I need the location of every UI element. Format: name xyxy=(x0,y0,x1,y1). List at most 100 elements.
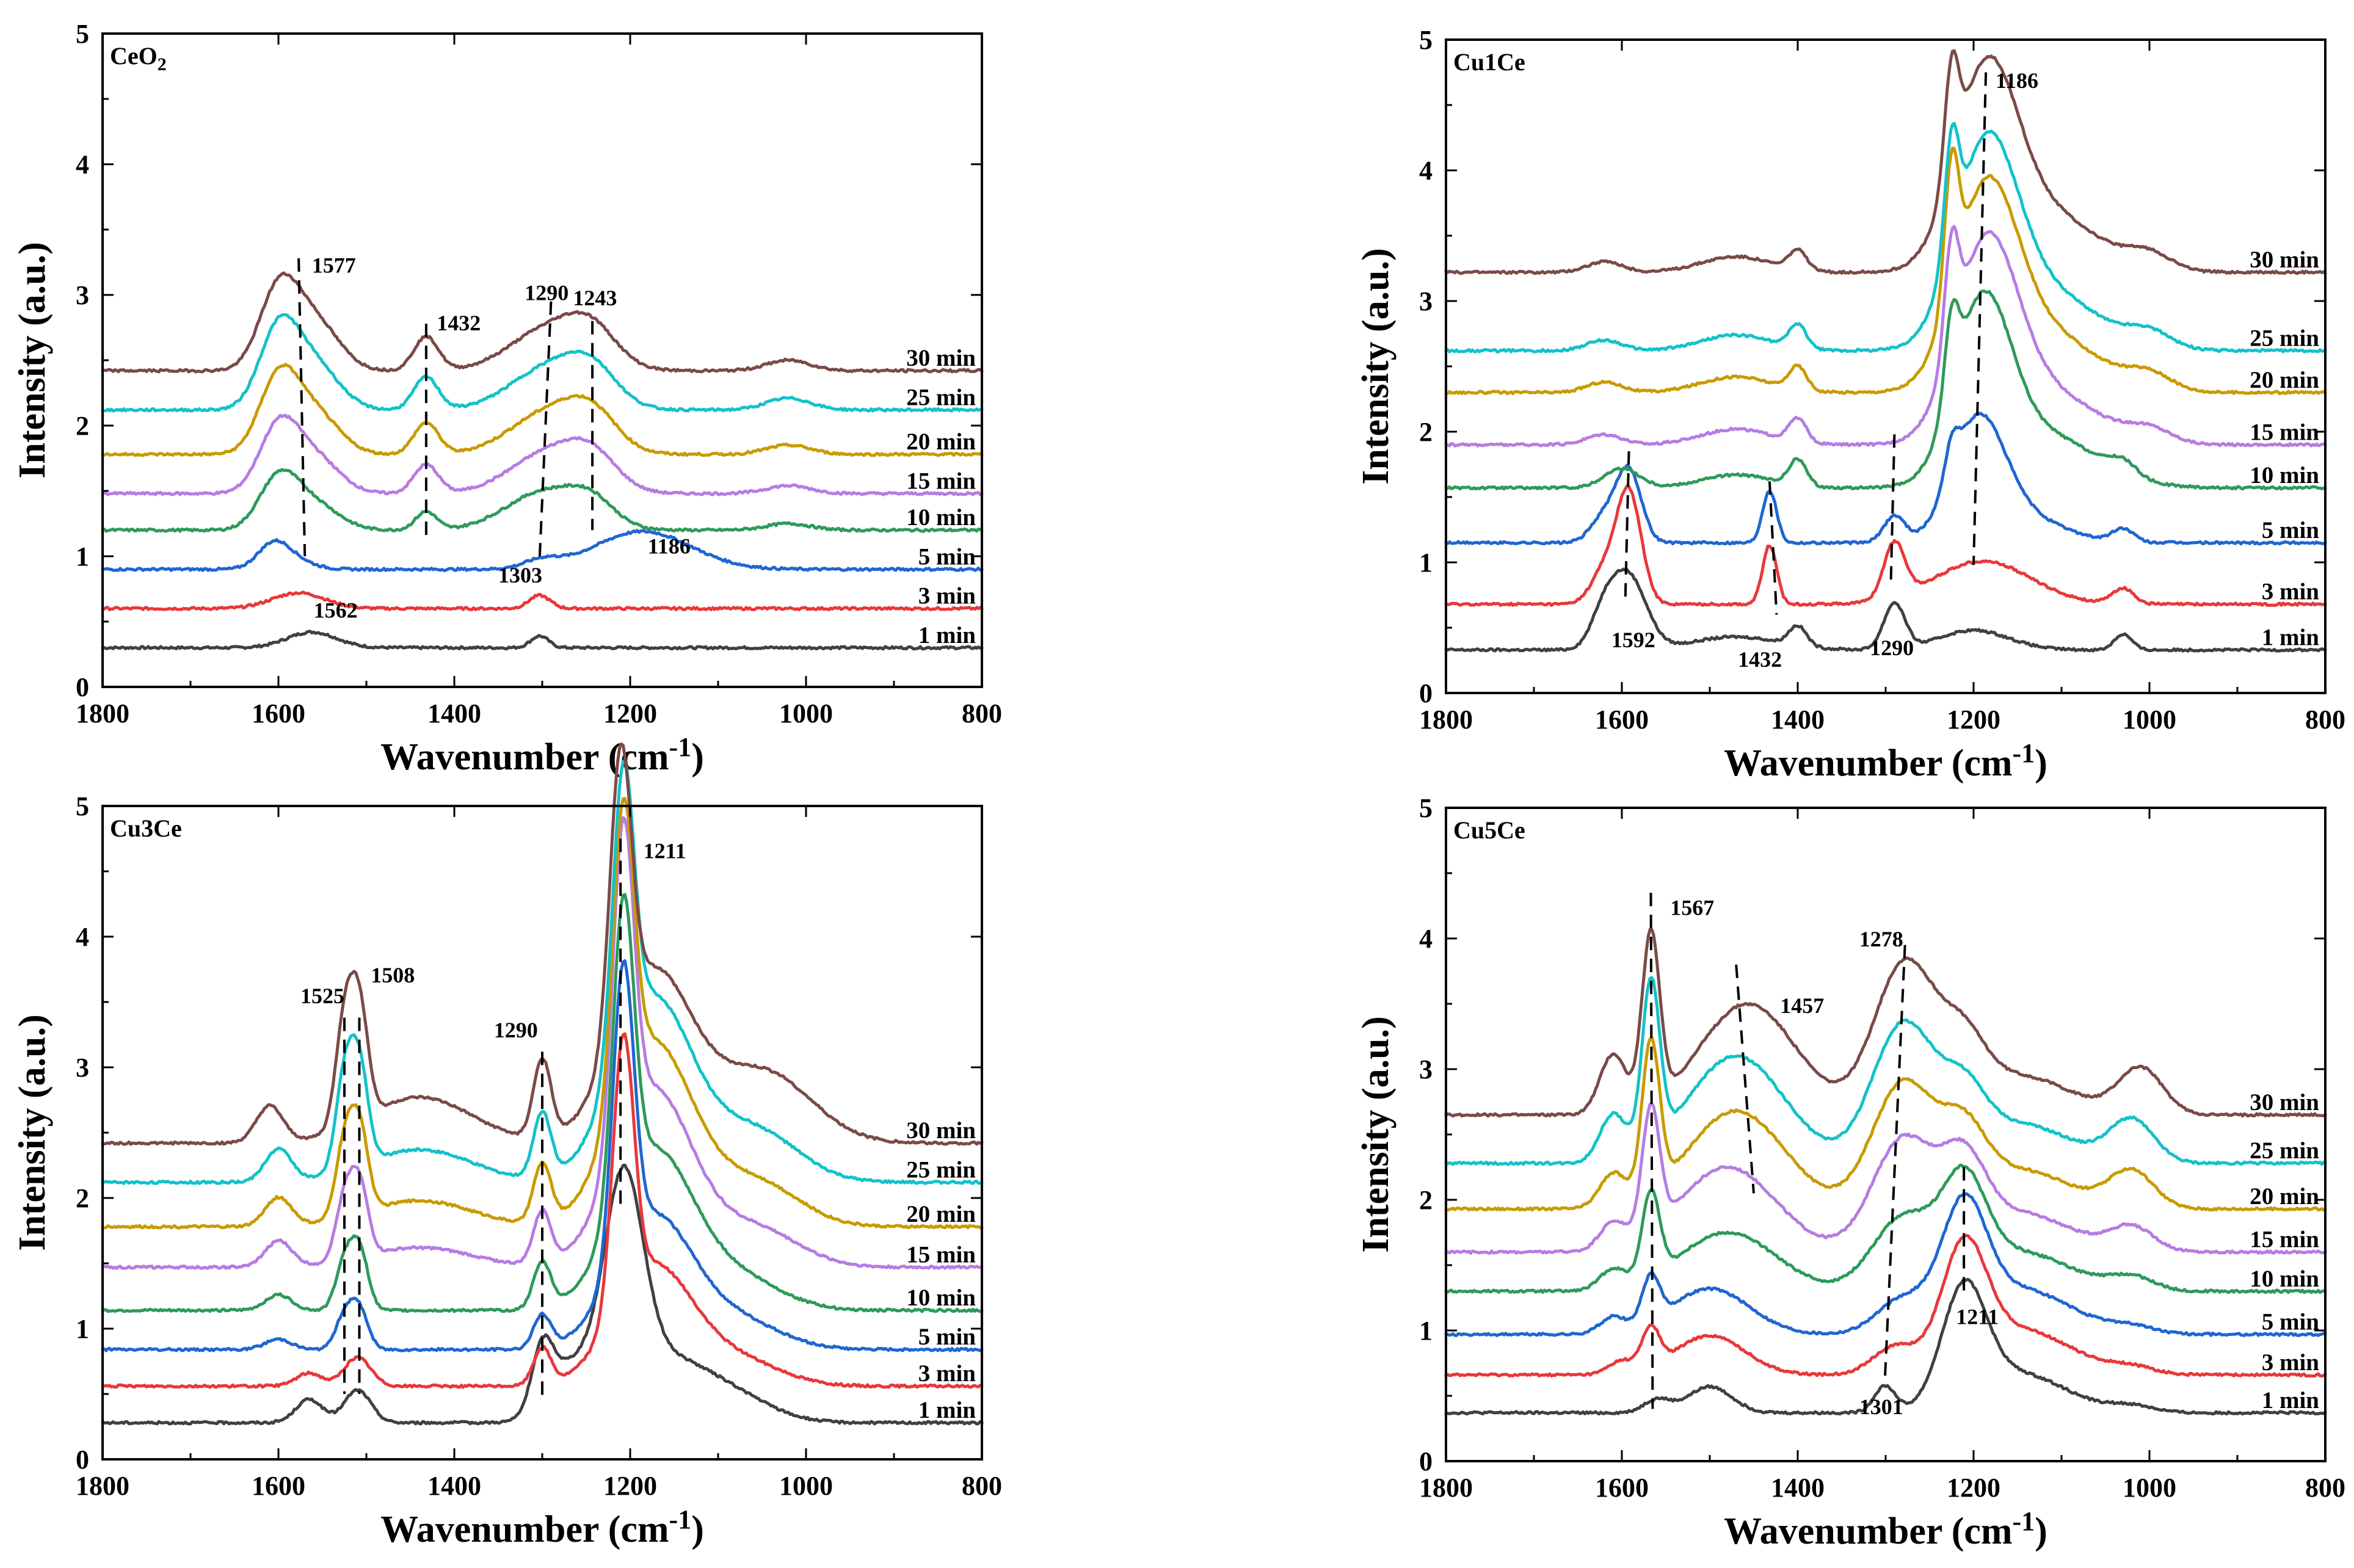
x-axis-title: Wavenumber (cm-1) xyxy=(380,1504,704,1550)
y-tick-label: 4 xyxy=(1419,156,1433,186)
panel-title: Cu5Ce xyxy=(1453,816,1525,844)
x-tick-label: 1400 xyxy=(1771,1473,1825,1503)
spectrum-10-min xyxy=(1444,289,2327,491)
series-label: 1 min xyxy=(918,622,976,648)
spectrum-1-min xyxy=(1444,1278,2327,1416)
panel-title: Cu1Ce xyxy=(1453,48,1525,76)
x-axis-title: Wavenumber (cm-1) xyxy=(1724,1506,2047,1552)
y-axis-title: Intensity (a.u.) xyxy=(12,1014,53,1251)
peak-guide-line xyxy=(1735,964,1755,1194)
peak-annotation: 1567 xyxy=(1670,895,1714,920)
x-tick-label: 1000 xyxy=(779,1471,833,1501)
spectrum-15-min xyxy=(101,413,984,496)
peak-guide-line xyxy=(1883,945,1906,1383)
series-label: 1 min xyxy=(2262,1387,2320,1414)
y-tick-label: 5 xyxy=(1419,25,1433,55)
x-axis-title-superscript: -1 xyxy=(669,732,692,762)
peak-annotation: 1290 xyxy=(1870,636,1914,660)
y-tick-label: 0 xyxy=(76,672,89,702)
series-label: 30 min xyxy=(2250,1089,2319,1116)
x-axis-title-close: ) xyxy=(2035,1511,2047,1552)
y-tick-label: 0 xyxy=(76,1445,89,1475)
spectrum-15-min xyxy=(101,816,984,1270)
panel-cu3ce: 1 min 3 min 5 min 10 min 15 min 20 min 25 min 3… xyxy=(12,742,1002,1550)
y-tick-label: 0 xyxy=(1419,1446,1433,1476)
x-tick-label: 800 xyxy=(962,1471,1002,1501)
x-tick-label: 1600 xyxy=(1595,705,1649,735)
peak-annotation: 1243 xyxy=(573,286,617,310)
x-axis-title-superscript: -1 xyxy=(669,1504,692,1534)
peak-annotation: 1577 xyxy=(312,253,356,278)
series-label: 25 min xyxy=(2250,1138,2319,1164)
peak-annotation: 1290 xyxy=(494,1018,538,1042)
series-label: 3 min xyxy=(918,1360,976,1387)
series-label: 3 min xyxy=(918,583,976,609)
y-tick-label: 5 xyxy=(76,791,89,821)
panel-title: CeO2 xyxy=(110,42,167,74)
spectrum-30-min xyxy=(1444,927,2327,1118)
y-tick-label: 1 xyxy=(1419,1316,1433,1346)
y-tick-label: 2 xyxy=(76,411,89,441)
series-label: 25 min xyxy=(906,384,976,410)
x-tick-label: 1400 xyxy=(427,1471,481,1501)
peak-annotation: 1457 xyxy=(1780,993,1824,1018)
spectrum-30-min xyxy=(101,271,984,374)
spectrum-1-min xyxy=(101,1163,984,1426)
panel-cu5ce: 1 min 3 min 5 min 10 min 15 min 20 min 25 min 3… xyxy=(1355,793,2345,1552)
panel-cu1ce: 1 min 3 min 5 min 10 min 15 min 20 min 25 min 3… xyxy=(1355,25,2345,784)
spectrum-10-min xyxy=(1444,1163,2327,1294)
x-tick-label: 1400 xyxy=(427,699,481,728)
spectrum-25-min xyxy=(101,759,984,1185)
peak-annotation: 1301 xyxy=(1859,1395,1903,1419)
x-tick-label: 1000 xyxy=(2123,1473,2176,1503)
series-label: 20 min xyxy=(2250,1183,2319,1210)
spectrum-25-min xyxy=(1444,122,2327,354)
spectrum-20-min xyxy=(101,363,984,457)
x-axis-title-superscript: -1 xyxy=(2013,1506,2035,1536)
spectrum-5-min xyxy=(101,959,984,1352)
y-tick-label: 4 xyxy=(76,922,89,952)
spectrum-30-min xyxy=(1444,49,2327,275)
y-tick-label: 4 xyxy=(76,150,89,180)
peak-annotation: 1592 xyxy=(1611,628,1655,652)
peak-annotation: 1432 xyxy=(1738,647,1782,672)
series-label: 3 min xyxy=(2262,578,2320,604)
peak-guide-line xyxy=(1649,893,1654,1409)
plot-frame xyxy=(101,32,983,688)
x-axis-title-close: ) xyxy=(2035,742,2047,784)
series-label: 15 min xyxy=(2250,1227,2319,1253)
peak-annotation: 1562 xyxy=(314,598,358,623)
x-tick-label: 1200 xyxy=(603,1471,657,1501)
spectrum-1-min xyxy=(1444,567,2327,653)
series-label: 5 min xyxy=(918,1324,976,1350)
y-tick-label: 3 xyxy=(76,280,89,310)
peak-annotation: 1186 xyxy=(1996,68,2038,93)
x-axis-title: Wavenumber (cm-1) xyxy=(1724,738,2047,784)
x-axis-title-superscript: -1 xyxy=(2013,738,2035,768)
x-axis-title-close: ) xyxy=(691,1509,704,1550)
y-axis-title: Intensity (a.u.) xyxy=(12,242,53,479)
series-label: 5 min xyxy=(918,543,976,570)
x-tick-label: 1000 xyxy=(779,699,833,728)
series-label: 15 min xyxy=(906,468,976,494)
panel-title: Cu3Ce xyxy=(110,815,182,842)
peak-annotation: 1432 xyxy=(437,311,481,335)
x-axis-title-main: Wavenumber (cm xyxy=(1724,1511,2012,1552)
x-axis-title: Wavenumber (cm-1) xyxy=(380,732,704,778)
spectrum-5-min xyxy=(101,529,984,572)
spectrum-1-min xyxy=(101,630,984,651)
peak-guide-line xyxy=(1768,481,1778,615)
spectrum-15-min xyxy=(1444,225,2327,448)
y-tick-label: 3 xyxy=(1419,286,1433,316)
spectrum-5-min xyxy=(1444,1192,2327,1337)
y-tick-label: 1 xyxy=(76,1314,89,1344)
x-tick-label: 800 xyxy=(962,699,1002,728)
series-label: 20 min xyxy=(906,1201,976,1227)
x-tick-label: 1800 xyxy=(1419,705,1473,735)
x-tick-label: 1600 xyxy=(1595,1473,1649,1503)
spectrum-3-min xyxy=(1444,484,2327,607)
spectrum-3-min xyxy=(101,590,984,611)
x-tick-label: 1400 xyxy=(1771,705,1825,735)
y-tick-label: 5 xyxy=(76,19,89,49)
series-label: 1 min xyxy=(918,1397,976,1423)
